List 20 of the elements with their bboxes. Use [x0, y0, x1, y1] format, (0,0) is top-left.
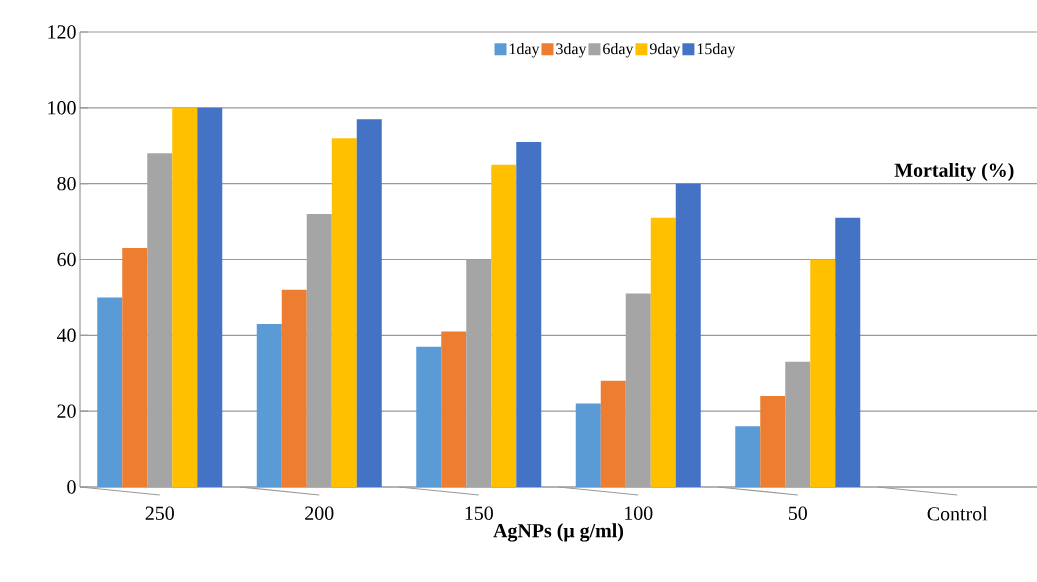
legend-label: 15day [697, 42, 736, 58]
y-tick-label: 40 [56, 328, 76, 343]
x-tick-label: 200 [305, 506, 334, 520]
x-tick-label: 100 [625, 506, 653, 520]
legend-label: 1day [509, 42, 540, 58]
x-tick-label: Control [927, 506, 988, 521]
y-tick-label: 120 [48, 25, 76, 39]
y-tick-label: 80 [57, 176, 76, 191]
y-tick-label: 20 [57, 404, 76, 418]
y-tick-label: 0 [67, 480, 76, 494]
legend-label: 9day [649, 42, 681, 58]
y-tick-label: 100 [48, 101, 76, 115]
x-axis-title: AgNPs (μ g/ml) [493, 523, 624, 542]
annotation: Mortality (%) [894, 162, 1014, 182]
x-tick-label: 50 [788, 506, 807, 520]
legend-label: 6day [603, 42, 634, 58]
legend-label: 3day [556, 42, 587, 58]
y-tick-label: 60 [57, 252, 76, 267]
x-tick-label: 150 [465, 506, 493, 520]
x-tick-label: 250 [145, 506, 174, 520]
